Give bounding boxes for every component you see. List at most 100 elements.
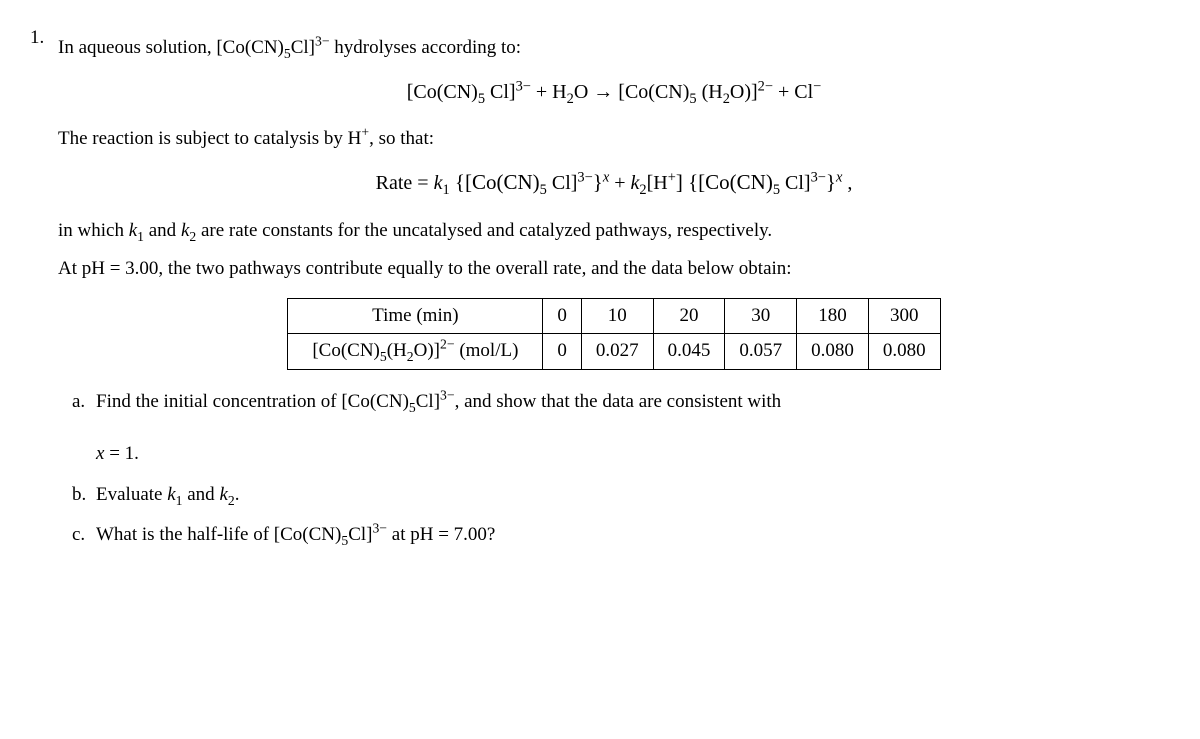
sub-2: 2 xyxy=(407,349,414,364)
cell: 10 xyxy=(581,298,653,334)
question-body: In aqueous solution, [Co(CN)5Cl]3− hydro… xyxy=(58,24,1170,562)
sub-2: 2 xyxy=(228,492,235,507)
rate-close1: } xyxy=(593,170,603,194)
p3: in which k1 and k2 are rate constants fo… xyxy=(58,217,1170,246)
sub-b: b. Evaluate k1 and k2. xyxy=(72,481,1170,510)
sub-c: c. What is the half-life of [Co(CN)5Cl]3… xyxy=(72,521,1170,550)
catalysis-line: The reaction is subject to catalysis by … xyxy=(58,125,1170,154)
rate-close2: } xyxy=(826,170,836,194)
equation-1: [Co(CN)5 Cl]3− + H2O → [Co(CN)5 (H2O)]2−… xyxy=(58,77,1170,107)
sup-plus: + xyxy=(668,169,676,185)
row2-label: [Co(CN)5(H2O)]2− (mol/L) xyxy=(288,334,543,370)
cell: 180 xyxy=(797,298,869,334)
table-row: Time (min) 0 10 20 30 180 300 xyxy=(288,298,940,334)
cell: 0.045 xyxy=(653,334,725,370)
rate-label: Rate = xyxy=(376,172,434,194)
eq1-lhs-b: + H xyxy=(536,81,567,103)
sub-5: 5 xyxy=(689,91,696,107)
sup-2minus: 2− xyxy=(758,78,773,94)
p3-b: and xyxy=(144,220,181,241)
cell: 300 xyxy=(868,298,940,334)
a-t4: = 1. xyxy=(104,443,138,464)
sub-questions: a. Find the initial concentration of [Co… xyxy=(72,388,1170,550)
eq1-rhs-d: + Cl xyxy=(778,81,813,103)
sub-5: 5 xyxy=(773,182,780,198)
sub-b-body: Evaluate k1 and k2. xyxy=(96,481,1170,510)
sup-plus: + xyxy=(361,124,369,139)
table-row: [Co(CN)5(H2O)]2− (mol/L) 0 0.027 0.045 0… xyxy=(288,334,940,370)
sup-3minus: 3− xyxy=(811,169,826,185)
sub-a-body: Find the initial concentration of [Co(CN… xyxy=(96,388,1170,469)
rate-plus: + xyxy=(609,172,630,194)
r2a: [Co(CN) xyxy=(312,340,380,361)
catalysis-a: The reaction is subject to catalysis by … xyxy=(58,128,361,149)
sub-a-label: a. xyxy=(72,388,96,469)
sub-a: a. Find the initial concentration of [Co… xyxy=(72,388,1170,469)
r2d: (mol/L) xyxy=(455,340,519,361)
sup-3minus: 3− xyxy=(315,34,330,49)
sup-3minus: 3− xyxy=(372,521,387,536)
sub-c-body: What is the half-life of [Co(CN)5Cl]3− a… xyxy=(96,521,1170,550)
cell: 30 xyxy=(725,298,797,334)
p3-c: are rate constants for the uncatalysed a… xyxy=(196,220,772,241)
c-t2: at pH = 7.00? xyxy=(387,524,495,545)
sup-2minus: 2− xyxy=(440,337,455,352)
cell: 0.057 xyxy=(725,334,797,370)
sub-5: 5 xyxy=(284,46,291,61)
catalysis-b: , so that: xyxy=(369,128,434,149)
rate-h: [H xyxy=(647,172,668,194)
row1-label: Time (min) xyxy=(288,298,543,334)
cell: 0 xyxy=(543,334,582,370)
cell: 0.027 xyxy=(581,334,653,370)
r2c: O)] xyxy=(414,340,440,361)
eq1-lhs-a: [Co(CN) xyxy=(407,81,478,103)
intro-post: hydrolyses according to: xyxy=(334,37,521,58)
cell: 0.080 xyxy=(797,334,869,370)
cell: 0 xyxy=(543,298,582,334)
sub-2: 2 xyxy=(639,182,646,198)
rate-equation: Rate = k1 {[Co(CN)5 Cl]3−}x + k2[H+] {[C… xyxy=(58,167,1170,199)
p3-a: in which xyxy=(58,220,129,241)
sub-2: 2 xyxy=(723,91,730,107)
question-block: 1. In aqueous solution, [Co(CN)5Cl]3− hy… xyxy=(30,24,1170,562)
rate-open1: {[Co(CN) xyxy=(450,170,540,194)
sub-2: 2 xyxy=(567,91,574,107)
intro-pre: In aqueous solution, [Co(CN) xyxy=(58,37,284,58)
cell: 0.080 xyxy=(868,334,940,370)
sub-1: 1 xyxy=(442,182,449,198)
sub-5: 5 xyxy=(341,533,348,548)
eq1-lhs-c: O xyxy=(574,81,588,103)
sub-5: 5 xyxy=(478,91,485,107)
sub-5: 5 xyxy=(380,349,387,364)
intro-line: In aqueous solution, [Co(CN)5Cl]3− hydro… xyxy=(58,34,1170,63)
eq1-arrow: → xyxy=(593,81,618,103)
r2b: (H xyxy=(387,340,407,361)
sub-1: 1 xyxy=(137,228,144,243)
sub-5: 5 xyxy=(409,399,416,414)
rate-h-close: ] {[Co(CN) xyxy=(676,170,773,194)
sup-3minus: 3− xyxy=(577,169,592,185)
sup-minus: − xyxy=(813,78,821,94)
sup-3minus: 3− xyxy=(440,387,455,402)
sup-3minus: 3− xyxy=(516,78,531,94)
rate-comma: , xyxy=(842,172,852,194)
eq1-rhs-a: [Co(CN) xyxy=(618,81,689,103)
b-t3: . xyxy=(235,484,240,505)
p4: At pH = 3.00, the two pathways contribut… xyxy=(58,255,1170,284)
eq1-rhs-b: (H xyxy=(697,81,723,103)
data-table-wrap: Time (min) 0 10 20 30 180 300 [Co(CN)5(H… xyxy=(58,298,1170,370)
b-t2: and xyxy=(183,484,220,505)
a-t2: , and show that the data are consistent … xyxy=(455,391,782,412)
sub-b-label: b. xyxy=(72,481,96,510)
a-line2: x = 1. xyxy=(96,440,1170,469)
cell: 20 xyxy=(653,298,725,334)
sub-1: 1 xyxy=(176,492,183,507)
eq1-rhs-c: O)] xyxy=(730,81,758,103)
question-number: 1. xyxy=(30,24,58,562)
b-t1: Evaluate xyxy=(96,484,167,505)
sub-c-label: c. xyxy=(72,521,96,550)
a-t1: Find the initial concentration of [Co(CN… xyxy=(96,391,409,412)
data-table: Time (min) 0 10 20 30 180 300 [Co(CN)5(H… xyxy=(287,298,940,370)
c-t1: What is the half-life of [Co(CN) xyxy=(96,524,341,545)
sub-5: 5 xyxy=(540,182,547,198)
